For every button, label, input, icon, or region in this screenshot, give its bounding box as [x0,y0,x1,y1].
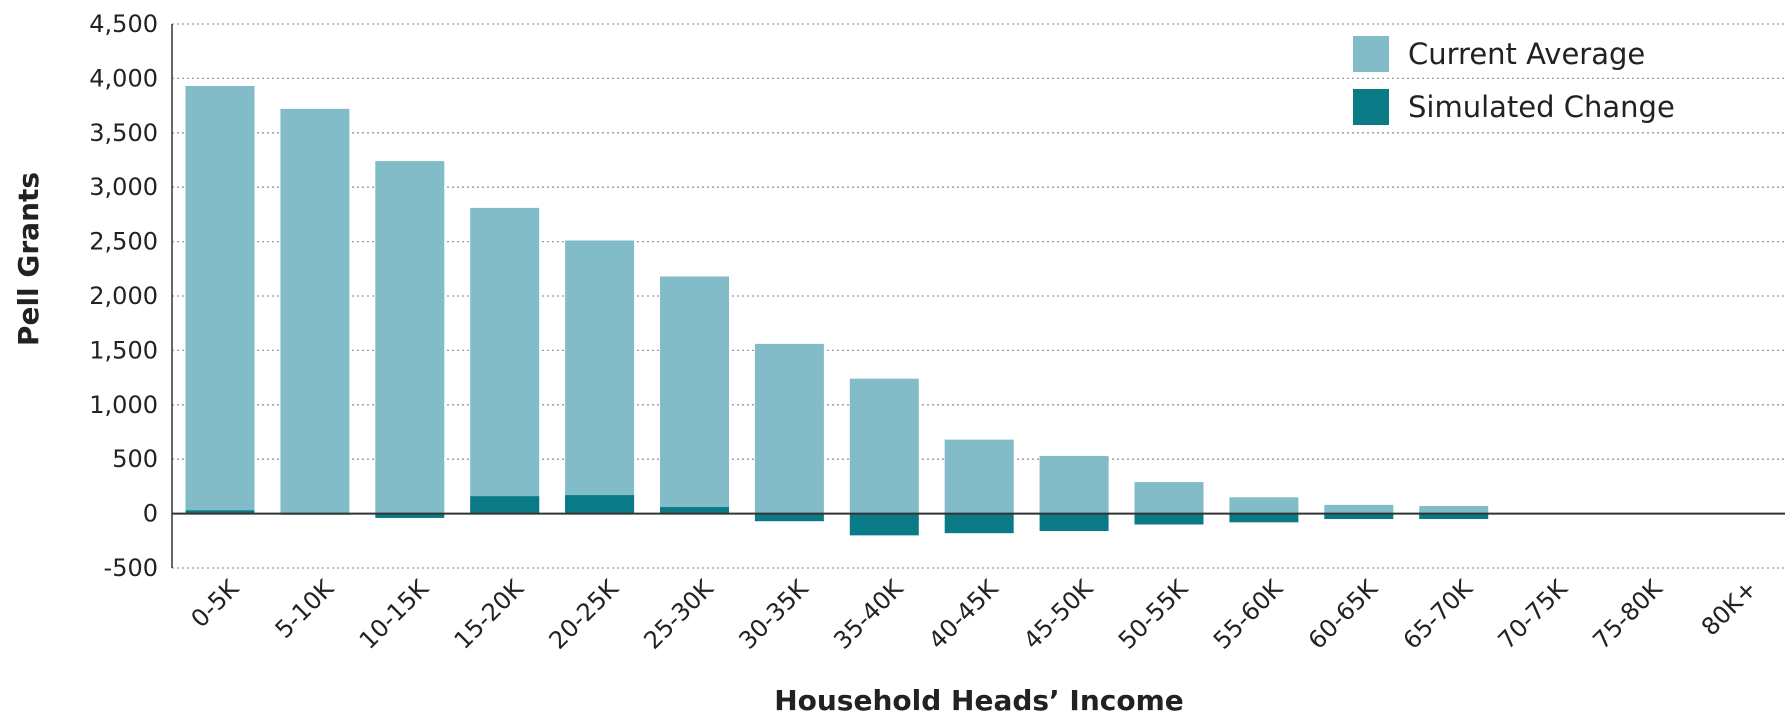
bar-current-average [944,439,1014,514]
y-tick-label: 2,500 [89,228,158,256]
bar-simulated-change [375,513,445,518]
current-average-bars [185,86,1678,514]
y-tick-labels: -500 0 500 1,000 1,500 2,000 2,500 3,000 3,500 4,… [89,10,158,582]
x-tick-label: 80K+ [1696,574,1763,641]
simulated-change-bars [185,495,1489,536]
y-tick-label: 4,500 [89,10,158,38]
x-tick-label: 0-5K [186,574,246,634]
bar-current-average [1419,505,1489,514]
x-tick-label: 35-40K [828,574,909,655]
bar-simulated-change [565,495,635,514]
bar-simulated-change [849,513,919,536]
legend-swatch-current-average [1353,36,1389,72]
y-tick-label: -500 [104,554,158,582]
x-tick-label: 55-60K [1208,574,1289,655]
x-tick-label: 5-10K [270,574,340,644]
y-tick-label: 0 [143,500,158,528]
y-tick-label: 3,000 [89,173,158,201]
x-tick-label: 30-35K [733,574,814,655]
x-tick-label: 15-20K [449,574,530,655]
y-tick-label: 1,000 [89,391,158,419]
bar-current-average [565,240,635,514]
y-tick-label: 500 [112,445,158,473]
bar-current-average [470,207,540,514]
x-tick-label: 70-75K [1493,574,1574,655]
bar-simulated-change [470,496,540,514]
legend-label-simulated-change: Simulated Change [1408,90,1675,124]
bar-simulated-change [754,513,824,522]
bar-simulated-change [1229,513,1299,523]
x-tick-label: 60-65K [1303,574,1384,655]
bar-simulated-change [660,507,729,514]
bar-simulated-change [185,510,255,514]
bar-simulated-change [944,513,1014,534]
x-axis-label: Household Heads’ Income [774,684,1184,717]
y-tick-label: 1,500 [89,336,158,364]
bar-current-average [185,86,255,514]
y-tick-label: 4,000 [89,64,158,92]
x-tick-label: 50-55K [1113,574,1194,655]
bar-simulated-change [1039,513,1109,532]
bar-current-average [375,161,445,514]
bar-current-average [849,378,919,514]
x-tick-label: 20-25K [544,574,625,655]
bar-current-average [754,343,824,514]
bar-current-average [1134,482,1204,514]
y-tick-label: 2,000 [89,282,158,310]
legend: Current Average Simulated Change [1353,36,1675,125]
legend-label-current-average: Current Average [1408,37,1645,71]
x-tick-label: 75-80K [1587,574,1668,655]
x-tick-label: 45-50K [1018,574,1099,655]
bar-current-average [1039,455,1109,514]
x-tick-label: 25-30K [638,574,719,655]
y-tick-label: 3,500 [89,119,158,147]
bar-current-average [1324,504,1394,514]
x-tick-label: 65-70K [1398,574,1479,655]
legend-swatch-simulated-change [1353,89,1389,125]
x-tick-label: 10-15K [354,574,435,655]
x-tick-label: 40-45K [923,574,1004,655]
bar-current-average [280,108,350,514]
bar-simulated-change [1419,513,1489,520]
bar-simulated-change [1324,513,1394,520]
x-tick-labels: 0-5K 5-10K 10-15K 15-20K 20-25K 25-30K 30-35K 3… [186,574,1763,655]
bar-simulated-change [1134,513,1204,525]
bar-current-average [1229,497,1299,514]
y-axis-label: Pell Grants [12,172,45,346]
bar-current-average [660,276,729,514]
